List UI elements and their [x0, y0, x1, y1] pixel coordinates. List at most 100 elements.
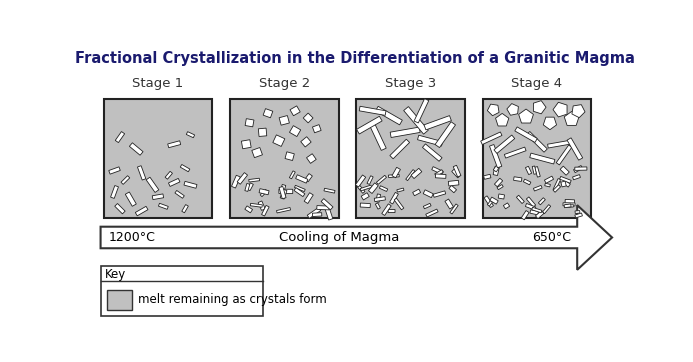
Polygon shape [397, 188, 404, 192]
Polygon shape [259, 189, 269, 195]
Polygon shape [563, 203, 575, 206]
Polygon shape [360, 185, 371, 191]
Polygon shape [359, 106, 386, 115]
Polygon shape [152, 194, 164, 199]
Polygon shape [111, 186, 119, 198]
Polygon shape [525, 203, 536, 210]
Bar [230, 99, 338, 218]
Polygon shape [543, 117, 556, 130]
Polygon shape [231, 175, 240, 188]
Polygon shape [280, 189, 287, 199]
Polygon shape [258, 128, 267, 136]
Polygon shape [245, 206, 252, 213]
Bar [482, 99, 591, 218]
Polygon shape [493, 166, 499, 172]
Polygon shape [448, 180, 459, 186]
Polygon shape [258, 201, 265, 210]
Polygon shape [561, 181, 566, 187]
Polygon shape [484, 174, 491, 179]
Polygon shape [273, 135, 285, 147]
Polygon shape [184, 181, 197, 188]
Polygon shape [159, 203, 168, 209]
Polygon shape [452, 169, 460, 178]
Polygon shape [489, 144, 502, 168]
Bar [100, 266, 263, 316]
Polygon shape [263, 109, 273, 118]
Polygon shape [498, 194, 505, 199]
Polygon shape [389, 192, 398, 204]
Polygon shape [279, 115, 290, 125]
Polygon shape [574, 165, 583, 173]
Bar [482, 99, 591, 218]
Polygon shape [280, 185, 286, 192]
Bar [356, 99, 465, 218]
Polygon shape [424, 115, 451, 130]
Polygon shape [121, 176, 130, 184]
Polygon shape [304, 193, 313, 203]
Polygon shape [423, 190, 433, 198]
Polygon shape [290, 106, 300, 116]
Polygon shape [411, 168, 422, 178]
Polygon shape [374, 197, 385, 202]
Polygon shape [356, 175, 366, 187]
Polygon shape [405, 170, 415, 181]
Polygon shape [186, 132, 195, 138]
Polygon shape [426, 209, 438, 217]
Polygon shape [435, 174, 446, 178]
Polygon shape [392, 167, 401, 178]
Polygon shape [553, 185, 561, 192]
Polygon shape [250, 203, 263, 207]
Polygon shape [536, 211, 544, 219]
Polygon shape [360, 203, 370, 207]
Polygon shape [503, 203, 509, 209]
Polygon shape [574, 167, 587, 171]
Polygon shape [182, 205, 188, 213]
Polygon shape [565, 199, 574, 203]
Polygon shape [279, 186, 286, 199]
Polygon shape [432, 167, 444, 174]
Polygon shape [529, 153, 555, 164]
Text: Cooling of Magma: Cooling of Magma [279, 231, 399, 244]
Polygon shape [521, 211, 529, 220]
Polygon shape [252, 148, 263, 158]
Polygon shape [376, 203, 380, 209]
Bar [107, 290, 132, 310]
Polygon shape [260, 189, 267, 197]
Polygon shape [547, 140, 570, 148]
Polygon shape [376, 194, 380, 202]
Polygon shape [575, 211, 580, 214]
Polygon shape [534, 167, 541, 177]
Polygon shape [313, 125, 321, 133]
Polygon shape [296, 175, 308, 183]
Text: Fractional Crystallization in the Differentiation of a Granitic Magma: Fractional Crystallization in the Differ… [75, 51, 635, 66]
Polygon shape [553, 178, 561, 190]
Polygon shape [423, 203, 431, 209]
Polygon shape [305, 174, 313, 182]
Polygon shape [357, 116, 382, 134]
Polygon shape [100, 205, 612, 270]
Polygon shape [277, 207, 290, 213]
Polygon shape [534, 185, 542, 191]
Polygon shape [115, 131, 125, 143]
Polygon shape [135, 206, 148, 216]
Polygon shape [565, 204, 573, 207]
Text: 1200°C: 1200°C [108, 231, 155, 244]
Polygon shape [435, 122, 455, 148]
Polygon shape [180, 164, 190, 172]
Polygon shape [495, 113, 509, 126]
Polygon shape [453, 165, 461, 177]
Polygon shape [301, 137, 311, 147]
Polygon shape [487, 104, 499, 116]
Polygon shape [507, 104, 518, 115]
Polygon shape [484, 196, 493, 207]
Polygon shape [433, 191, 446, 197]
Polygon shape [545, 176, 554, 183]
Polygon shape [417, 135, 443, 146]
Polygon shape [367, 176, 373, 185]
Polygon shape [560, 176, 571, 183]
Text: Stage 2: Stage 2 [258, 77, 310, 90]
Polygon shape [324, 188, 335, 193]
Polygon shape [525, 166, 532, 174]
Polygon shape [168, 178, 180, 186]
Polygon shape [481, 132, 502, 144]
